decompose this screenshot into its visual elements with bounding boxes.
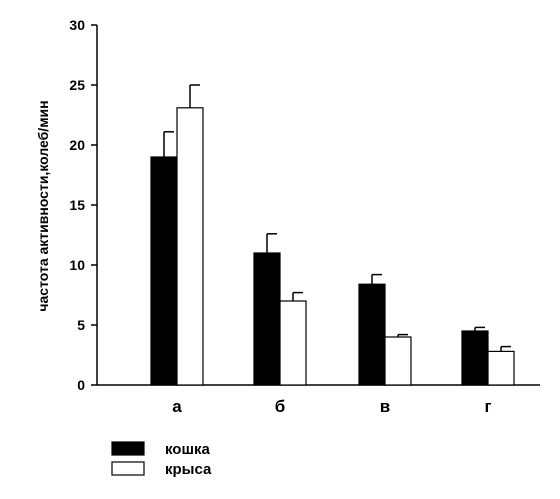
y-tick-label: 0	[77, 377, 85, 393]
x-axis-tick-labels: а б в г	[172, 397, 491, 416]
bar	[384, 336, 412, 386]
bar	[461, 330, 489, 386]
x-tick-label: в	[380, 397, 390, 416]
x-tick-label: г	[484, 397, 491, 416]
y-axis-label: частота активности,колеб/мин	[35, 100, 51, 311]
y-tick-label: 5	[77, 317, 85, 333]
y-tick-label: 25	[69, 77, 85, 93]
y-axis-ticks: 0 5 10 15 20 25 30	[69, 17, 97, 393]
legend-label: крыса	[165, 461, 212, 478]
bar	[358, 283, 386, 386]
legend-label: кошка	[165, 441, 210, 458]
bar	[150, 156, 178, 386]
bar	[487, 350, 515, 386]
legend: кошка крыса	[111, 441, 212, 478]
y-tick-label: 10	[69, 257, 85, 273]
x-tick-label: б	[275, 397, 286, 416]
bar	[279, 300, 307, 386]
legend-swatch	[111, 441, 145, 456]
legend-swatch	[111, 461, 145, 476]
bars	[150, 84, 515, 386]
bar	[176, 107, 204, 386]
y-tick-label: 20	[69, 137, 85, 153]
y-tick-label: 15	[69, 197, 85, 213]
y-tick-label: 30	[69, 17, 85, 33]
x-tick-label: а	[172, 397, 182, 416]
bar	[253, 252, 281, 386]
